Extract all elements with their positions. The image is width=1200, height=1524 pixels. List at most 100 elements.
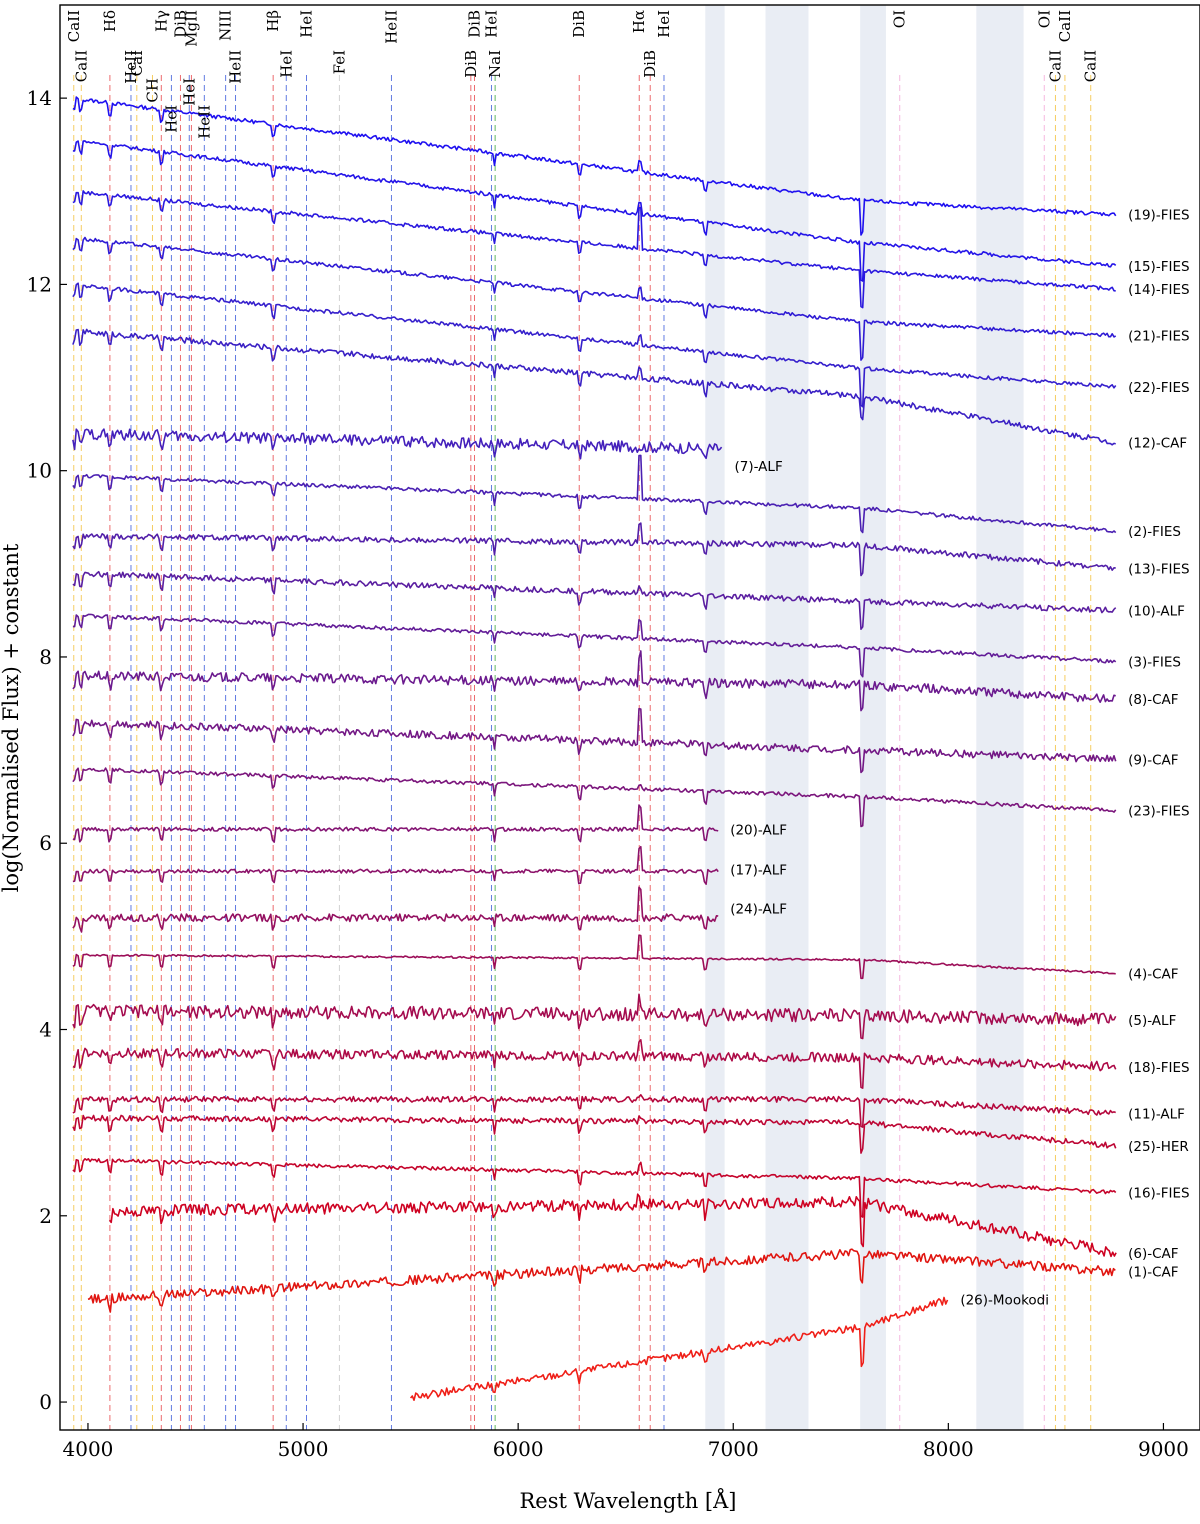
spectrum-line-19 (72, 1039, 1117, 1089)
x-tick-label-2: 6000 (493, 1437, 544, 1461)
y-tick-label-3: 6 (39, 831, 52, 855)
line-label-7: HeI (162, 105, 180, 133)
series-label-3: (21)-FIES (1128, 329, 1189, 345)
series-labels: (19)-FIES (15)-FIES (14)-FIES (21)-FIES (22)… (730, 208, 1189, 1309)
telluric-band-0 (705, 5, 725, 1430)
series-label-7: (2)-FIES (1128, 524, 1181, 540)
y-tick-label-6: 12 (27, 272, 52, 296)
series-label-23: (6)-CAF (1128, 1246, 1178, 1262)
x-tick-label-5: 9000 (1138, 1437, 1189, 1461)
spectrum-line-1 (72, 140, 1117, 282)
series-label-21: (25)-HER (1128, 1139, 1189, 1155)
series-label-20: (11)-ALF (1128, 1106, 1185, 1122)
spectrum-line-6 (72, 428, 723, 460)
line-label-11: HeII (195, 105, 213, 139)
line-label-14: Hβ (264, 10, 282, 32)
series-label-5: (12)-CAF (1128, 436, 1187, 452)
series-label-25: (26)-Mookodi (960, 1293, 1049, 1309)
telluric-band-1 (765, 5, 809, 1430)
series-label-22: (16)-FIES (1128, 1186, 1189, 1202)
series-label-16: (24)-ALF (730, 901, 787, 917)
y-tick-label-5: 10 (27, 459, 52, 483)
spectra-series (72, 96, 1117, 1401)
series-label-19: (18)-FIES (1128, 1060, 1189, 1076)
series-label-11: (8)-CAF (1128, 692, 1178, 708)
line-label-27: OI (891, 10, 909, 28)
spectrum-line-24 (87, 1248, 1116, 1313)
x-tick-label-0: 4000 (63, 1437, 114, 1461)
y-axis-ticks: 0 2 4 6 8 10 12 14 (27, 86, 67, 1414)
line-label-21: HeI (482, 10, 500, 38)
spectrum-line-4 (72, 282, 1117, 408)
spectrum-line-0 (72, 96, 1117, 236)
spectrum-line-20 (72, 1094, 1116, 1128)
spectrum-line-5 (72, 328, 1116, 446)
series-label-1: (15)-FIES (1128, 259, 1189, 275)
y-axis-title: log(Normalised Flux) + constant (0, 543, 23, 892)
spectrum-line-25 (409, 1296, 949, 1401)
line-label-24: Hα (630, 10, 648, 33)
line-label-31: CaII (1082, 50, 1100, 82)
series-label-12: (9)-CAF (1128, 752, 1178, 768)
x-tick-label-1: 5000 (278, 1437, 329, 1461)
x-tick-label-4: 8000 (923, 1437, 974, 1461)
x-axis-ticks: 4000 5000 6000 7000 8000 9000 (63, 1423, 1189, 1461)
x-tick-label-3: 7000 (708, 1437, 759, 1461)
spectrum-line-15 (72, 845, 719, 886)
series-label-13: (23)-FIES (1128, 804, 1189, 820)
line-label-15: HeI (277, 50, 295, 78)
line-label-9: HeI (180, 78, 198, 106)
line-label-0: CaII (65, 10, 83, 42)
line-label-12: NIII (217, 10, 235, 41)
line-label-22: NaI (486, 50, 504, 78)
series-label-8: (13)-FIES (1128, 561, 1189, 577)
series-label-24: (1)-CAF (1128, 1265, 1178, 1281)
series-label-18: (5)-ALF (1128, 1013, 1176, 1029)
line-labels: CaIICaIIHδHeIICaICHHγHeIDiBHeIMgIIHeIINI… (65, 10, 1100, 139)
line-label-10: MgII (182, 10, 200, 47)
line-label-6: Hγ (152, 10, 170, 32)
y-tick-label-0: 0 (39, 1390, 52, 1414)
series-label-4: (22)-FIES (1128, 380, 1189, 396)
line-label-28: OI (1035, 10, 1053, 28)
line-label-4: CaI (128, 50, 146, 76)
y-tick-label-1: 2 (39, 1204, 52, 1228)
line-label-26: HeI (655, 10, 673, 38)
y-tick-label-7: 14 (27, 86, 52, 110)
line-label-20: DiB (465, 10, 483, 38)
spectrum-line-12 (72, 707, 1117, 774)
series-label-9: (10)-ALF (1128, 603, 1185, 619)
line-label-13: HeII (227, 50, 245, 84)
x-axis-title: Rest Wavelength [Å] (519, 1488, 736, 1513)
spectrum-line-2 (72, 190, 1116, 309)
series-label-6: (7)-ALF (734, 459, 782, 475)
line-label-1: CaII (72, 50, 90, 82)
spectrum-line-21 (72, 1114, 1117, 1154)
spectrum-line-7 (72, 454, 1117, 534)
line-label-8: DiB (171, 10, 189, 38)
spectrum-line-18 (72, 993, 1117, 1040)
series-label-0: (19)-FIES (1128, 208, 1189, 224)
spectrum-line-14 (72, 804, 719, 843)
series-label-10: (3)-FIES (1128, 655, 1181, 671)
spectrum-line-11 (72, 650, 1116, 712)
series-label-15: (17)-ALF (730, 862, 787, 878)
line-label-18: HeII (382, 10, 400, 44)
line-label-2: Hδ (101, 10, 119, 32)
series-label-17: (4)-CAF (1128, 967, 1178, 983)
spectrum-line-23 (108, 1193, 1117, 1258)
spectrum-line-3 (72, 236, 1117, 361)
line-label-5: CH (143, 78, 161, 103)
plot-frame (59, 4, 1200, 1431)
line-label-17: FeI (330, 50, 348, 74)
spectrum-line-9 (72, 570, 1117, 631)
spectrum-line-10 (72, 613, 1117, 678)
line-label-3: HeII (122, 50, 140, 84)
spectrum-line-22 (72, 1158, 1117, 1218)
spectrum-line-17 (72, 934, 1116, 980)
spectrum-line-16 (72, 886, 719, 933)
line-label-23: DiB (570, 10, 588, 38)
line-label-16: HeI (297, 10, 315, 38)
y-tick-label-4: 8 (39, 645, 52, 669)
